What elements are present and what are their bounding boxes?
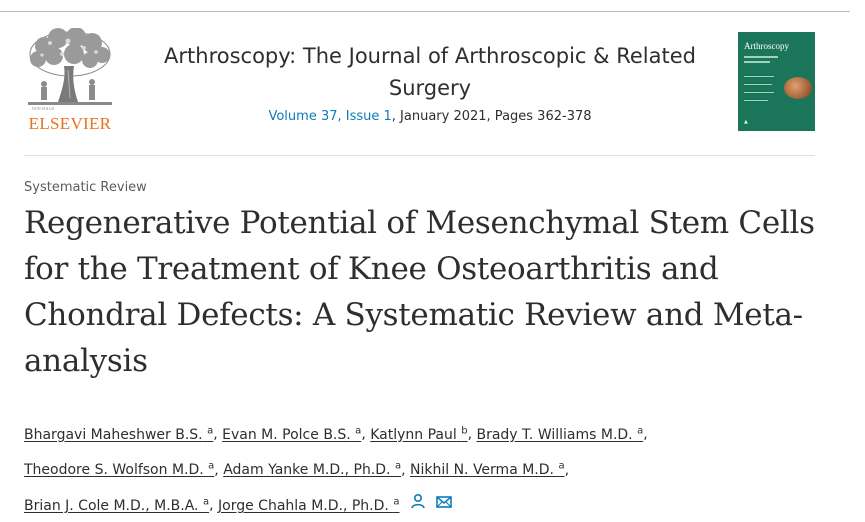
affiliation-marker[interactable]: a: [637, 425, 644, 436]
author-link[interactable]: Nikhil N. Verma M.D. a: [410, 460, 565, 479]
author-link[interactable]: Brian J. Cole M.D., M.B.A. a: [24, 496, 210, 514]
email-icon[interactable]: [436, 490, 453, 521]
volume-issue-link[interactable]: Volume 37, Issue 1: [268, 109, 392, 124]
affiliation-marker[interactable]: a: [355, 425, 362, 436]
elsevier-logo[interactable]: NON SOLUS ELSEVIER: [24, 28, 116, 134]
author-link[interactable]: Theodore S. Wolfson M.D. a: [24, 460, 215, 479]
person-icon[interactable]: [410, 490, 426, 521]
author-link[interactable]: Jorge Chahla M.D., Ph.D. a: [218, 496, 400, 514]
affiliation-marker[interactable]: a: [207, 425, 214, 436]
author-list: Bhargavi Maheshwer B.S. a, Evan M. Polce…: [24, 415, 804, 522]
affiliation-marker[interactable]: a: [208, 460, 215, 472]
affiliation-marker[interactable]: a: [393, 496, 400, 508]
cover-line: [744, 76, 774, 77]
article-title: Regenerative Potential of Mesenchymal St…: [24, 205, 815, 379]
affiliation-marker[interactable]: a: [202, 496, 210, 508]
affiliation-marker[interactable]: b: [461, 425, 468, 436]
top-divider: [0, 11, 850, 12]
author-link[interactable]: Adam Yanke M.D., Ph.D. a: [223, 460, 402, 479]
author-link[interactable]: Brady T. Williams M.D. a: [476, 425, 644, 443]
cover-line: [744, 56, 778, 58]
cover-line: [744, 92, 774, 93]
cover-line: [744, 100, 768, 101]
header-divider: [24, 155, 815, 156]
article-type-label: Systematic Review: [24, 180, 147, 195]
date-pages: , January 2021, Pages 362-378: [391, 109, 592, 124]
cover-logo: ▲: [744, 119, 748, 125]
cover-photo: [784, 77, 812, 99]
journal-title-link[interactable]: Arthroscopy: The Journal of Arthroscopic…: [164, 44, 696, 100]
journal-info: Arthroscopy: The Journal of Arthroscopic…: [150, 40, 710, 124]
cover-line: [744, 84, 772, 85]
elsevier-wordmark: ELSEVIER: [28, 114, 112, 133]
journal-meta: Volume 37, Issue 1, January 2021, Pages …: [150, 109, 710, 124]
author-link[interactable]: Evan M. Polce B.S. a: [222, 425, 362, 443]
affiliation-marker[interactable]: a: [394, 460, 402, 472]
cover-title: Arthroscopy: [744, 41, 789, 51]
affiliation-marker[interactable]: a: [558, 460, 565, 472]
svg-text:NON SOLUS: NON SOLUS: [32, 106, 54, 111]
author-link[interactable]: Katlynn Paul b: [370, 425, 468, 443]
cover-line: [744, 61, 770, 63]
elsevier-tree-logo: NON SOLUS: [24, 28, 116, 112]
author-link[interactable]: Bhargavi Maheshwer B.S. a: [24, 425, 214, 443]
journal-cover-image[interactable]: Arthroscopy ▲: [738, 32, 815, 131]
